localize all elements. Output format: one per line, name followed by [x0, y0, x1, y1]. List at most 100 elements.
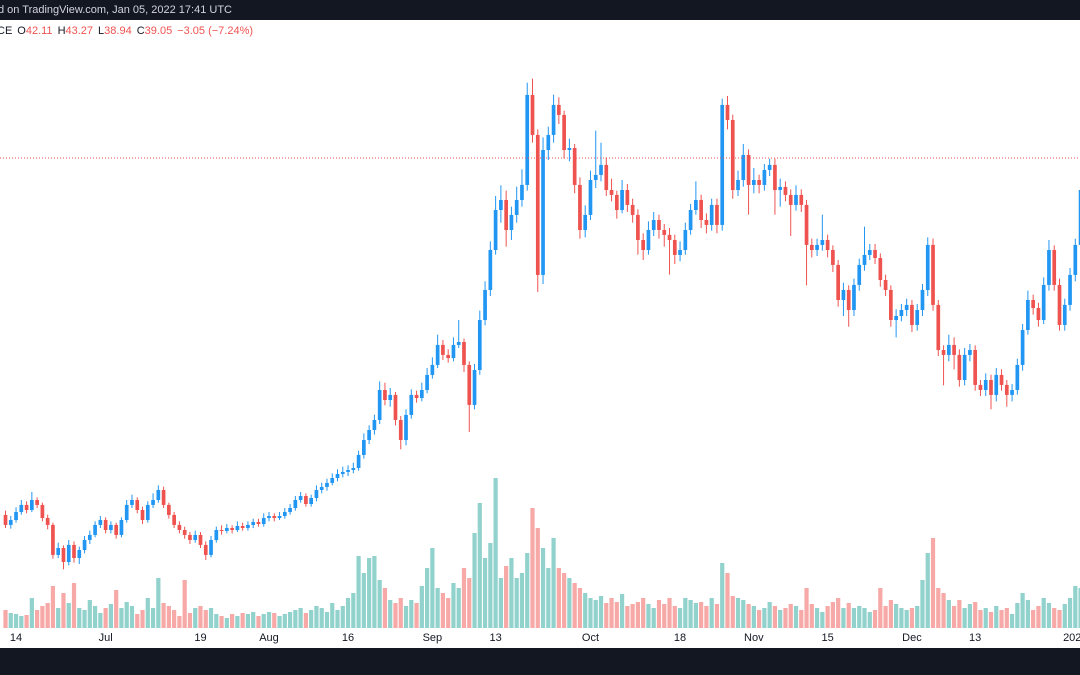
candle-body [140, 510, 145, 520]
candle-body [962, 354, 967, 380]
candle-body [593, 174, 598, 180]
volume-bar [593, 600, 598, 628]
candle-body [941, 350, 946, 355]
volume-bar [324, 612, 330, 628]
volume-bar [71, 583, 77, 628]
candle-body [583, 214, 588, 230]
candle-body [725, 104, 730, 120]
volume-bar [77, 608, 82, 628]
candle-body [704, 220, 709, 225]
volume-bar [367, 558, 372, 628]
candle-body [889, 290, 893, 320]
candle-body [414, 394, 419, 398]
volume-bar [398, 598, 403, 628]
volume-bar [388, 600, 393, 628]
candle-body [61, 548, 66, 562]
candle-body [546, 134, 551, 150]
candle-body [883, 280, 888, 290]
candle-body [340, 472, 345, 474]
volume-bar [245, 614, 251, 628]
volume-bar [135, 614, 140, 628]
candle-body [1073, 244, 1078, 275]
volume-bar [662, 604, 667, 628]
candle-body [1068, 274, 1072, 305]
volume-bar [150, 608, 156, 628]
candle-body [167, 504, 171, 515]
candle-body [968, 350, 972, 355]
candle-body [672, 240, 677, 255]
volume-bar [61, 593, 66, 628]
volume-bar [156, 578, 161, 628]
volume-bar [24, 615, 29, 628]
volume-bar [983, 608, 988, 628]
candle-body [124, 504, 129, 520]
candle-body [230, 528, 234, 530]
candle-body [103, 520, 108, 530]
candle-body [24, 504, 29, 510]
volume-bar [683, 598, 688, 628]
volume-bar [435, 588, 440, 628]
volume-bar [630, 604, 635, 628]
candle-body [372, 420, 377, 430]
candle-body [1031, 300, 1035, 308]
candle-body [699, 200, 703, 220]
candle-body [493, 210, 498, 250]
candle-body [19, 504, 24, 512]
candle-body [989, 380, 993, 395]
volume-bar [514, 578, 519, 628]
volume-bar [56, 608, 61, 628]
candle-body [246, 524, 250, 528]
volume-bar [1046, 603, 1052, 628]
volume-bar [256, 616, 261, 628]
candle-body [678, 250, 682, 255]
volume-bar [625, 606, 630, 628]
volume-bar [8, 613, 13, 628]
volume-bar [424, 568, 430, 628]
volume-bar [830, 602, 835, 628]
candle-body [156, 490, 161, 500]
volume-bar [888, 600, 893, 628]
candle-body [98, 520, 103, 525]
candle-body [235, 526, 240, 530]
volume-bar [872, 610, 878, 628]
volume-bar [451, 583, 456, 628]
volume-bar [119, 608, 124, 628]
candle-body [1026, 300, 1030, 330]
volume-bar [967, 604, 973, 628]
volume-bar [1057, 610, 1062, 628]
volume-bar [440, 593, 446, 628]
volume-bar [293, 610, 298, 628]
volume-bar [214, 614, 219, 628]
candle-body [77, 550, 82, 558]
candle-body [209, 540, 213, 555]
candle-body [82, 540, 87, 550]
candle-body [551, 104, 556, 135]
candle-body [983, 380, 988, 390]
candle-body [451, 344, 456, 358]
candle-body [40, 504, 45, 518]
legend-symbol: CE [0, 25, 12, 37]
candle-body [862, 254, 867, 265]
volume-bar [820, 612, 825, 628]
volume-bar [272, 613, 277, 628]
candle-body [319, 486, 324, 490]
x-tick-label: 13 [969, 632, 981, 644]
candle-body [609, 190, 614, 195]
volume-bar [862, 608, 867, 628]
volume-bar [836, 598, 841, 628]
candle-body [219, 530, 224, 531]
volume-bar [772, 606, 778, 628]
volume-bar [783, 608, 788, 628]
volume-bar [372, 556, 377, 628]
volume-bar [1009, 614, 1015, 628]
volume-bar [825, 606, 830, 628]
volume-bar [35, 610, 40, 628]
candle-body [472, 370, 477, 405]
candle-body [572, 148, 577, 185]
candle-body [267, 516, 271, 518]
volume-bar [419, 586, 424, 628]
volume-bar [994, 606, 999, 628]
volume-bar [282, 614, 287, 628]
x-tick-label: Jul [99, 632, 113, 644]
volume-bar [641, 598, 646, 628]
